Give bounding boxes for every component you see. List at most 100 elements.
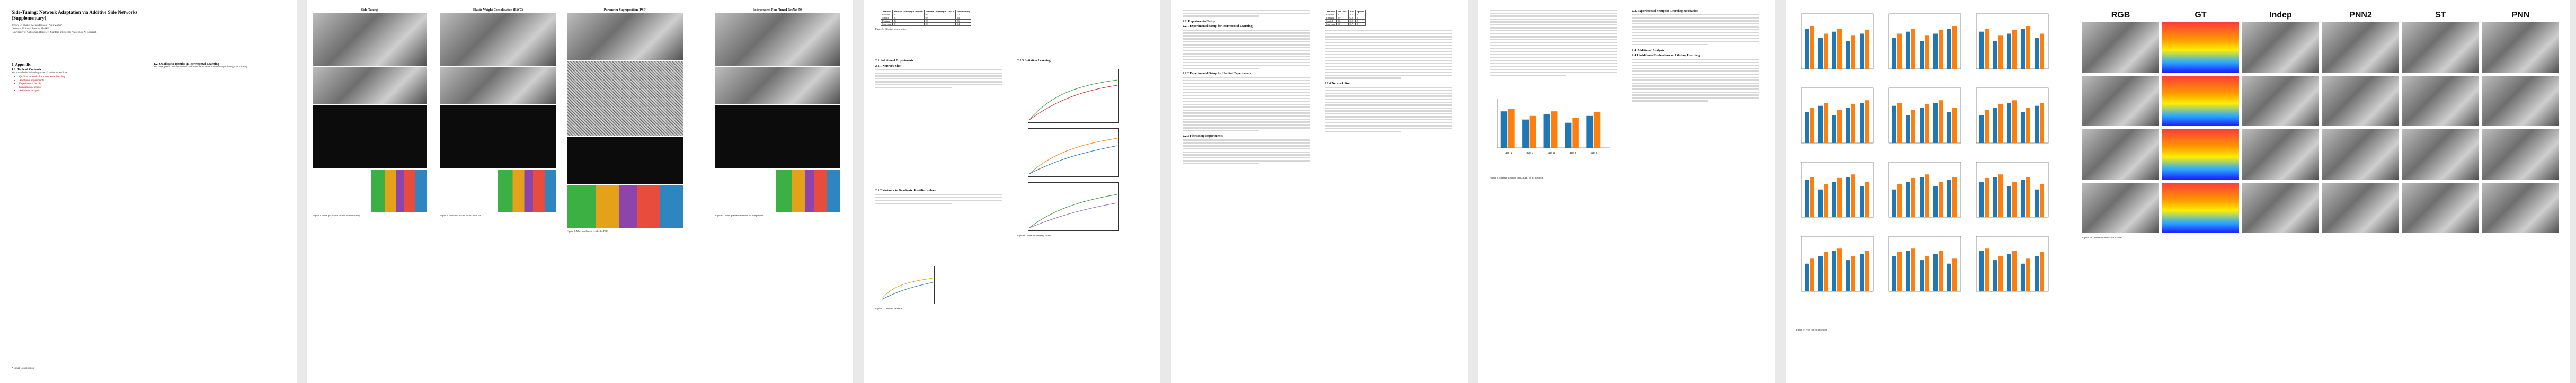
bar xyxy=(2012,251,2017,291)
bar xyxy=(1952,26,1957,69)
bar xyxy=(1906,115,1910,143)
bar xyxy=(1979,31,1984,69)
table-cell: 5 xyxy=(1355,22,1366,26)
bar xyxy=(1906,31,1910,69)
bar xyxy=(1985,177,1989,217)
body-text xyxy=(875,193,1002,204)
section-heading: 2.3. Experimental Setup for Learning Mec… xyxy=(1632,10,1698,13)
section-appendix: 1. Appendix xyxy=(12,63,31,67)
toc-item[interactable]: Experimental setups xyxy=(19,86,139,90)
figure-caption: Figure 9. Plots for each method. xyxy=(1796,328,1828,331)
bar xyxy=(1911,29,1915,69)
qualitative-edge-grid xyxy=(715,105,840,168)
tick-label: Task 5 xyxy=(1590,152,1598,155)
bar xyxy=(1846,108,1850,143)
table-cell: 1.0 xyxy=(1336,22,1349,26)
bar xyxy=(1952,108,1957,143)
per-task-plot xyxy=(1801,13,1874,69)
bar xyxy=(1920,177,1924,217)
left-column: Task 1 Task 2 Task 3 Task 4 Task 5 Figure 8.… xyxy=(1490,10,1617,180)
bar xyxy=(2007,103,2011,143)
bar xyxy=(1933,186,1938,217)
bar xyxy=(1947,263,1951,291)
page-3: Method Transfer Learning in Habitat Tran… xyxy=(864,0,1160,383)
affiliations: ¹University of California, Berkeley ²Sta… xyxy=(12,31,97,34)
bar xyxy=(1911,248,1915,291)
table-row: Side-tune 1.0 0.7 5 xyxy=(1325,22,1366,26)
bar xyxy=(1851,174,1855,217)
bar xyxy=(1824,252,1828,291)
section-qualitative: 1.2. Qualitative Results in Incremental … xyxy=(154,63,219,66)
bar xyxy=(1508,109,1515,148)
table-row: Features 0.3 0.4 1.2 xyxy=(881,13,972,16)
section-heading: 2.1. Additional Experiments xyxy=(875,59,913,63)
qualitative-cell xyxy=(2482,183,2559,233)
bar xyxy=(1832,31,1836,69)
bar xyxy=(1993,108,1997,143)
bar xyxy=(1810,26,1814,69)
gradient-variance-plot xyxy=(881,266,935,304)
column-header-row: RGB GT Indep PNN2 ST PNN xyxy=(2082,11,2559,20)
bar xyxy=(1572,118,1579,148)
body-text xyxy=(1183,139,1310,165)
section-heading: 2.2. Experimental Setup xyxy=(1183,20,1215,23)
qualitative-cell xyxy=(2322,76,2399,126)
table-cell: 0.1 xyxy=(892,22,925,26)
qualitative-cell xyxy=(2322,22,2399,73)
bar xyxy=(2026,258,2030,291)
toc-item[interactable]: Qualitative results for incremental lear… xyxy=(19,76,139,79)
bar xyxy=(1925,256,1929,291)
bar xyxy=(2007,186,2011,217)
qualitative-cell xyxy=(2482,22,2559,73)
qualitative-cell xyxy=(2082,183,2159,233)
page-2: Side-Tuning Figure 1. More qualitative r… xyxy=(307,0,853,383)
toc-intro: We provide the following material in the… xyxy=(12,72,68,74)
per-task-plot xyxy=(1888,87,1961,144)
bar xyxy=(1911,110,1915,143)
toc-item[interactable]: Additional analysis xyxy=(19,90,139,93)
footnote: * Equal Contribution xyxy=(12,366,54,370)
figure-caption: Figure 8. Average accuracy on iCIFAR for… xyxy=(1490,176,1544,180)
table-row: Side-tune 0.1 0.3 0.4 xyxy=(881,22,972,26)
bar xyxy=(1860,33,1864,69)
body-text xyxy=(1183,10,1310,17)
bar xyxy=(2040,33,2044,69)
bar xyxy=(2040,184,2044,217)
qualitative-noise-grid xyxy=(567,61,683,136)
imitation-curves xyxy=(1029,194,1118,228)
bar xyxy=(1892,189,1896,217)
qualitative-image-grid xyxy=(313,67,427,104)
toc-item[interactable]: Additional experiments xyxy=(19,79,139,83)
bar xyxy=(1897,103,1902,143)
column-label: RGB xyxy=(2111,11,2130,20)
bar xyxy=(1543,114,1550,148)
body-text xyxy=(1325,86,1452,132)
table-header: Imitation (B) xyxy=(955,10,972,13)
bar xyxy=(1846,177,1850,217)
subsection-heading: 2.4.1 Additional Evaluations on Lifelong… xyxy=(1632,54,1700,58)
body-text xyxy=(1183,77,1310,132)
paper-title: Side-Tuning: Network Adaptation via Addi… xyxy=(12,10,138,21)
bar xyxy=(1998,103,2003,143)
bar xyxy=(1939,182,1943,217)
qualitative-cell xyxy=(2322,129,2399,180)
table-header: Epochs xyxy=(1355,10,1366,13)
subsection-heading: 2.1.3 Imitation Learning xyxy=(1017,59,1051,63)
bar xyxy=(1979,182,1984,217)
bar xyxy=(1529,115,1536,148)
bar xyxy=(1837,29,1842,69)
bar xyxy=(1925,103,1929,143)
bar xyxy=(1979,251,1984,291)
body-text xyxy=(1325,30,1452,79)
bar xyxy=(1998,35,2003,69)
left-column: 1. Appendix 1.1. Table of Contents We pr… xyxy=(12,63,139,93)
bar xyxy=(1805,112,1809,143)
bar xyxy=(1818,105,1823,143)
table-cell: 0.4 xyxy=(955,22,972,26)
bar xyxy=(1897,252,1902,291)
author-list: Jeffrey O. Zhang¹ Alexander Sax¹² Amir Z… xyxy=(12,24,63,27)
table-row: Scratch 0.7 0.9 3.4 xyxy=(881,16,972,20)
bar xyxy=(1851,35,1855,69)
subsection-heading: 2.2.4 Network Size xyxy=(1325,82,1350,85)
toc-item[interactable]: Experimental details xyxy=(19,83,139,86)
